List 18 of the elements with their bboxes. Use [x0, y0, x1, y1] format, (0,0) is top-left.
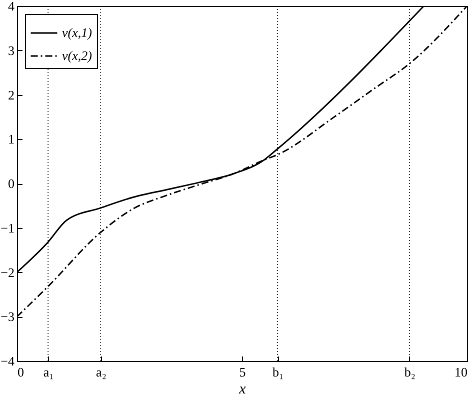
y-tick-label: −1 [0, 220, 14, 236]
x-tick-label: b₂ [404, 364, 416, 380]
x-tick-label: b₁ [272, 364, 284, 380]
y-tick-label: −3 [0, 309, 14, 324]
y-tick-label: 2 [8, 87, 14, 102]
y-tick-label: 4 [8, 0, 15, 14]
x-tick-label: 5 [239, 364, 246, 380]
legend-label: v(x,2) [62, 48, 92, 63]
y-tick-label: 1 [8, 132, 14, 147]
y-tick-label: −4 [0, 354, 15, 368]
y-tick-label: 0 [8, 176, 14, 191]
x-tick-label: a₂ [96, 364, 106, 380]
y-tick-label: −2 [0, 264, 14, 280]
y-tick-label: 3 [8, 42, 14, 58]
x-axis-title: x [238, 382, 246, 398]
legend-label: v(x,1) [62, 25, 92, 40]
x-tick-label: a₁ [43, 364, 54, 380]
x-tick-label: 10 [454, 364, 468, 380]
